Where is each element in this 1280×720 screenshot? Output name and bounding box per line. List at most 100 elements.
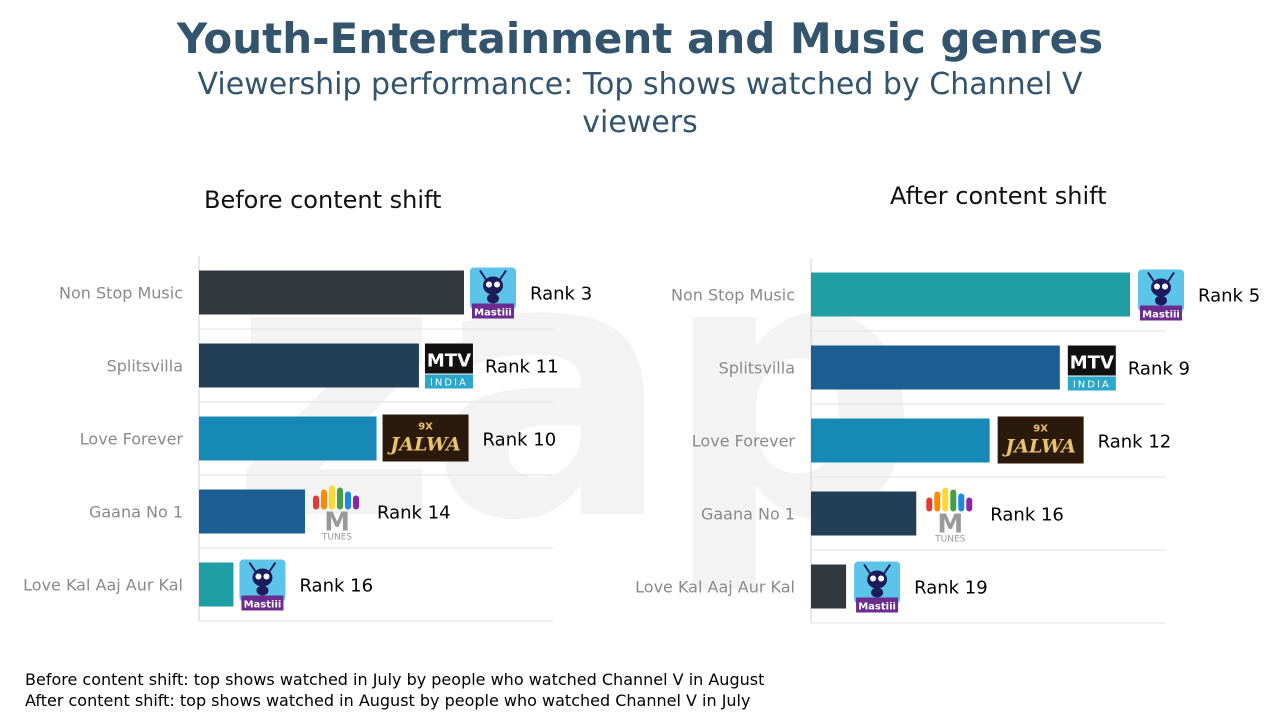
bar: [811, 418, 990, 463]
category-label: Love Kal Aaj Aur Kal: [635, 578, 795, 597]
jalwa-9x-text: 9X: [1033, 424, 1048, 435]
rank-label: Rank 3: [530, 284, 592, 305]
rank-label: Rank 11: [485, 357, 559, 378]
category-label: Splitsvilla: [107, 357, 183, 376]
mastiii-logo: Mastiii: [854, 561, 901, 613]
background-watermark: zap: [230, 180, 920, 599]
mastiii-logo-text: Mastiii: [474, 308, 512, 319]
mastiii-bug-body: [487, 293, 499, 304]
mastiii-eye-left: [870, 575, 877, 582]
m-tunes-color-bar: [966, 497, 973, 512]
mastiii-eye-left: [255, 573, 262, 580]
mastiii-banner: [1140, 305, 1182, 321]
m-tunes-color-bar: [337, 487, 343, 510]
category-label: Love Kal Aaj Aur Kal: [23, 576, 183, 595]
jalwa-logo-bg: [997, 416, 1084, 464]
mtv-logo-text: MTV: [1070, 353, 1114, 374]
mastiii-banner: [472, 303, 514, 319]
footnote-after: After content shift: top shows watched i…: [25, 691, 751, 710]
m-tunes-color-bar: [942, 487, 949, 512]
mtv-india-band: [424, 374, 473, 389]
m-tunes-m-letter: M: [324, 508, 350, 538]
mastiii-bug-head: [252, 568, 273, 587]
m-tunes-color-bar: [926, 497, 933, 512]
chart-title-after: After content shift: [890, 182, 1107, 210]
page-title: Youth-Entertainment and Music genres: [176, 14, 1104, 63]
footnote-before: Before content shift: top shows watched …: [25, 670, 765, 689]
mastiii-antenna-right: [883, 563, 891, 575]
rank-label: Rank 16: [299, 576, 373, 597]
mastiii-antenna-right: [268, 561, 277, 573]
mastiii-logo-text: Mastiii: [858, 602, 896, 613]
mastiii-eye-right: [1162, 283, 1168, 290]
chart-title-before: Before content shift: [204, 186, 442, 214]
mtv-logo-block: [424, 343, 473, 374]
m-tunes-logo-text: TUNES: [321, 533, 353, 543]
category-label: Gaana No 1: [701, 505, 795, 524]
mastiii-bug-body: [1155, 295, 1167, 306]
mastiii-bug-body: [871, 587, 884, 598]
m-tunes-color-bar: [345, 491, 351, 510]
mtv-india-text: INDIA: [1073, 380, 1111, 391]
mtv-india-band: [1067, 376, 1116, 391]
mastiii-logo: Mastiii: [239, 559, 286, 611]
mastiii-logo: Mastiii: [470, 267, 516, 319]
mastiii-antenna-left: [1147, 271, 1155, 283]
rank-label: Rank 5: [1198, 286, 1260, 307]
m-tunes-color-bar: [313, 495, 319, 510]
m-tunes-color-bar: [958, 493, 965, 512]
mastiii-antenna-right: [499, 269, 507, 281]
category-label: Gaana No 1: [89, 503, 183, 522]
page-subtitle: Viewership performance: Top shows watche…: [197, 67, 1083, 140]
mastiii-eye-left: [1154, 283, 1160, 290]
mastiii-bug-head: [483, 276, 503, 295]
mastiii-logo: Mastiii: [1138, 269, 1184, 321]
mastiii-bug-body: [256, 585, 269, 596]
category-label: Splitsvilla: [719, 359, 795, 378]
category-label: Non Stop Music: [59, 284, 183, 303]
mtv-india-text: INDIA: [430, 378, 468, 389]
m-tunes-color-bar: [329, 485, 335, 510]
bar: [811, 491, 917, 536]
category-label: Love Forever: [692, 432, 796, 451]
mastiii-antenna-left: [479, 269, 487, 281]
bar: [811, 345, 1060, 390]
mastiii-logo-text: Mastiii: [1142, 310, 1180, 321]
mastiii-bug-head: [867, 570, 888, 589]
mastiii-eye-right: [263, 573, 270, 580]
mastiii-logo-text: Mastiii: [244, 600, 282, 611]
m-tunes-color-bar: [353, 495, 359, 510]
rank-label: Rank 12: [1098, 432, 1172, 453]
jalwa-logo-bg: [382, 414, 469, 462]
mtv-logo-block: [1067, 345, 1116, 376]
mastiii-eye-left: [486, 281, 492, 288]
mastiii-bug-head: [1151, 278, 1171, 297]
jalwa-9x-text: 9X: [418, 422, 433, 433]
mtv-india-logo: MTV INDIA: [1067, 345, 1116, 391]
mastiii-eye-right: [494, 281, 500, 288]
rank-label: Rank 14: [377, 503, 451, 524]
rank-label: Rank 10: [483, 430, 557, 451]
bar: [199, 562, 234, 607]
bar: [199, 270, 464, 315]
m-tunes-m-letter: M: [937, 510, 963, 540]
mastiii-antenna-left: [248, 561, 257, 573]
bar: [811, 272, 1130, 317]
bar: [199, 489, 305, 534]
jalwa-logo-text: JALWA: [387, 434, 461, 456]
mastiii-eye-right: [878, 575, 885, 582]
category-label: Non Stop Music: [671, 286, 795, 305]
rank-label: Rank 19: [914, 578, 988, 599]
m-tunes-logo-text: TUNES: [934, 535, 966, 545]
m-tunes-color-bar: [950, 489, 957, 512]
mastiii-banner: [241, 595, 284, 611]
category-label: Love Forever: [80, 430, 184, 449]
mtv-logo-text: MTV: [427, 351, 471, 372]
m-tunes-color-bar: [934, 491, 941, 512]
jalwa-logo-text: JALWA: [1002, 436, 1076, 458]
bar: [811, 564, 847, 609]
